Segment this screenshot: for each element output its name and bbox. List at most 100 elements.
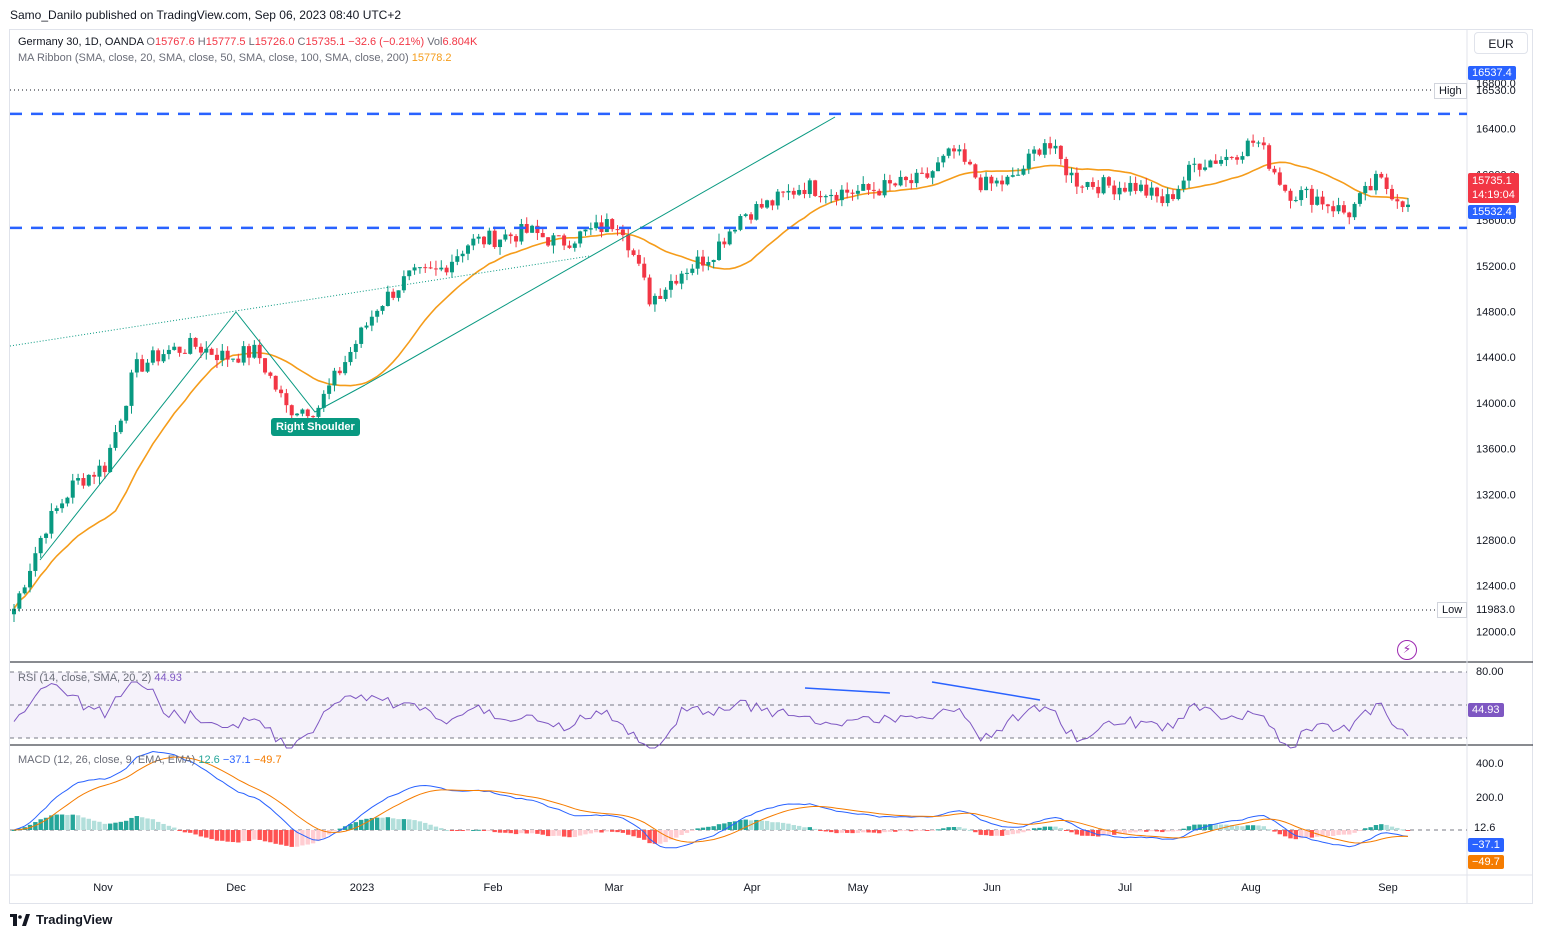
candle-body bbox=[1005, 176, 1010, 185]
candle-body bbox=[327, 385, 332, 394]
rsi-label[interactable]: RSI (14, close, SMA, 20, 2) bbox=[18, 672, 152, 684]
macd-histogram-bar bbox=[273, 830, 278, 844]
candle-body bbox=[353, 343, 358, 352]
right-shoulder-annotation[interactable]: Right Shoulder bbox=[271, 418, 360, 436]
candle-body bbox=[562, 235, 567, 246]
candle-body bbox=[1400, 201, 1405, 208]
symbol-name[interactable]: Germany 30, 1D, OANDA bbox=[18, 36, 144, 48]
currency-button[interactable]: EUR bbox=[1474, 32, 1528, 54]
candle-body bbox=[214, 354, 219, 361]
candle-body bbox=[797, 189, 802, 195]
macd-histogram-bar bbox=[1122, 830, 1128, 834]
macd-histogram-bar bbox=[1395, 827, 1400, 830]
candle-body bbox=[556, 235, 561, 237]
macd-histogram-bar bbox=[11, 830, 17, 831]
macd-histogram-bar bbox=[225, 830, 230, 842]
candle-body bbox=[1026, 153, 1031, 169]
macd-histogram-bar bbox=[743, 819, 748, 830]
footer-brand[interactable]: TradingView bbox=[10, 912, 112, 927]
macd-histogram-bar bbox=[930, 830, 935, 831]
macd-histogram-bar bbox=[1101, 830, 1106, 835]
macd-histogram-bar bbox=[834, 830, 839, 834]
candle-body bbox=[546, 237, 551, 246]
candle-body bbox=[823, 196, 828, 198]
y-tick-label: 13600.0 bbox=[1476, 444, 1516, 456]
candle-body bbox=[1037, 149, 1042, 155]
macd-histogram-bar bbox=[1128, 830, 1133, 833]
macd-histogram-bar bbox=[246, 830, 252, 842]
macd-histogram-bar bbox=[583, 830, 588, 835]
macd-histogram-bar bbox=[844, 830, 850, 833]
x-tick-label: 2023 bbox=[350, 882, 374, 894]
macd-histogram-bar bbox=[556, 830, 561, 836]
candle-body bbox=[1138, 184, 1143, 191]
current-price: 15735.1 bbox=[1472, 175, 1512, 187]
chart-frame[interactable] bbox=[9, 29, 1533, 904]
main-legend: Germany 30, 1D, OANDA O15767.6 H15777.5 … bbox=[18, 36, 477, 48]
candle-body bbox=[930, 171, 935, 178]
macd-histogram-bar bbox=[1074, 830, 1080, 835]
macd-histogram-bar bbox=[439, 828, 444, 830]
vol-value: 6.804K bbox=[442, 36, 478, 48]
candle-body bbox=[861, 183, 866, 191]
macd-label[interactable]: MACD (12, 26, close, 9, EMA, EMA) bbox=[18, 754, 196, 766]
macd-histogram-bar bbox=[177, 830, 182, 831]
macd-histogram-bar bbox=[989, 830, 994, 836]
ma-legend: MA Ribbon (SMA, close, 20, SMA, close, 5… bbox=[18, 52, 452, 64]
open-value: 15767.6 bbox=[154, 36, 195, 48]
ma-ribbon-line bbox=[13, 161, 1409, 610]
macd-histogram-bar bbox=[1379, 824, 1384, 830]
macd-hist-tag: 12.6 bbox=[1470, 821, 1500, 835]
macd-histogram-bar bbox=[310, 830, 316, 844]
macd-histogram-bar bbox=[1288, 830, 1293, 839]
macd-histogram-bar bbox=[433, 826, 439, 830]
low-value: 15726.0 bbox=[254, 36, 295, 48]
macd-histogram-bar bbox=[1069, 830, 1074, 833]
candle-body bbox=[1272, 168, 1277, 173]
flash-icon[interactable]: ⚡ bbox=[1397, 640, 1417, 660]
high-label-text: High bbox=[1439, 85, 1462, 97]
candle-body bbox=[97, 465, 102, 477]
candle-body bbox=[1208, 160, 1213, 168]
macd-histogram-bar bbox=[364, 818, 369, 830]
candle-body bbox=[594, 222, 599, 229]
macd-histogram-bar bbox=[957, 827, 962, 830]
macd-histogram-bar bbox=[252, 830, 257, 840]
candle-body bbox=[230, 358, 235, 360]
macd-histogram-bar bbox=[321, 830, 326, 838]
macd-histogram-bar bbox=[690, 830, 695, 831]
candle-body bbox=[471, 238, 476, 246]
candle-body bbox=[102, 465, 107, 473]
candle-body bbox=[284, 393, 289, 406]
candle-body bbox=[679, 273, 684, 284]
low-label-text: Low bbox=[1442, 604, 1463, 616]
candle-body bbox=[887, 180, 892, 184]
candle-body bbox=[567, 245, 572, 248]
candle-body bbox=[220, 350, 225, 361]
macd-histogram-bar bbox=[396, 819, 401, 830]
macd-histogram-bar bbox=[374, 817, 380, 830]
candle-body bbox=[540, 233, 545, 238]
candle-body bbox=[65, 497, 70, 504]
ma-label[interactable]: MA Ribbon (SMA, close, 20, SMA, close, 5… bbox=[18, 52, 409, 64]
open-label: O bbox=[146, 36, 155, 48]
macd-histogram-bar bbox=[1181, 828, 1186, 830]
candle-body bbox=[1165, 194, 1170, 204]
macd-histogram-bar bbox=[182, 830, 188, 833]
low-value-tag: 11983.0 bbox=[1476, 604, 1515, 616]
macd-histogram-bar bbox=[722, 823, 727, 830]
macd-histogram-bar bbox=[118, 821, 124, 830]
candle-body bbox=[1053, 145, 1058, 149]
macd-histogram-bar bbox=[764, 820, 770, 830]
macd-tick-label: 200.0 bbox=[1476, 792, 1504, 804]
candle-body bbox=[791, 190, 796, 195]
macd-histogram-bar bbox=[503, 830, 508, 833]
candle-body bbox=[604, 219, 609, 233]
macd-signal-tag: −49.7 bbox=[1468, 855, 1504, 869]
macd-histogram-bar bbox=[113, 822, 118, 830]
macd-histogram-bar bbox=[369, 817, 375, 830]
candle-body bbox=[44, 533, 49, 538]
candle-body bbox=[754, 204, 759, 220]
candle-body bbox=[941, 155, 946, 163]
